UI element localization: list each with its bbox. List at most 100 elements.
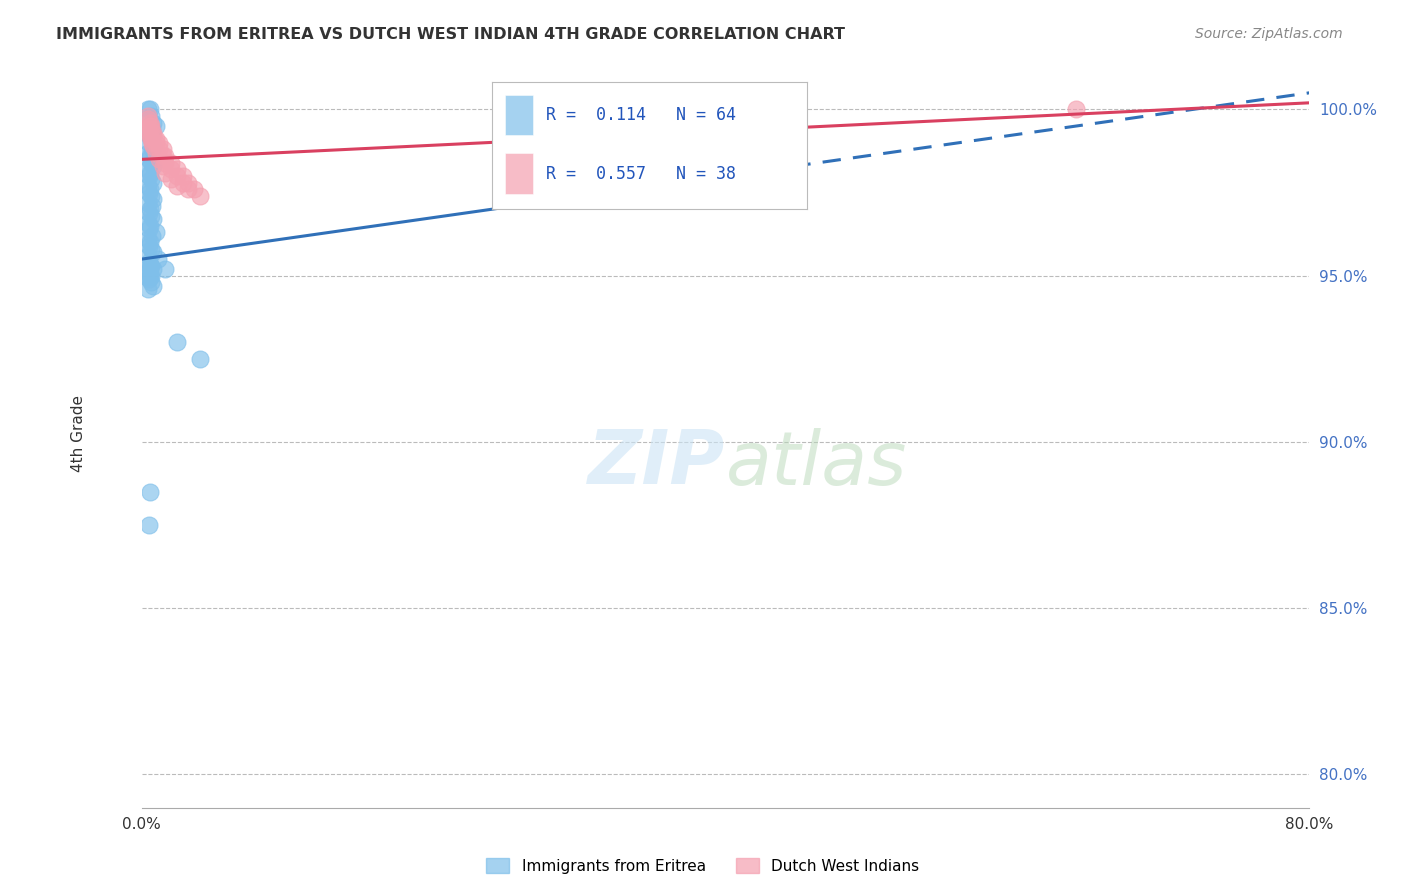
Point [136, 126, 159, 140]
Point [172, 169, 194, 183]
Point [138, 272, 160, 286]
Point [148, 136, 170, 150]
Point [136, 178, 159, 193]
Point [142, 262, 165, 277]
Point [136, 122, 159, 136]
Point [139, 235, 162, 250]
Point [160, 155, 183, 169]
Point [146, 252, 169, 266]
Point [141, 142, 163, 156]
Point [152, 149, 174, 163]
Point [136, 145, 159, 160]
Point [139, 119, 162, 133]
Point [139, 209, 162, 223]
Point [142, 278, 165, 293]
Point [136, 215, 159, 229]
Point [139, 189, 162, 203]
Point [139, 149, 162, 163]
Point [145, 136, 167, 150]
Point [139, 129, 162, 144]
Point [153, 155, 176, 169]
Point [138, 518, 160, 533]
Point [136, 109, 159, 123]
Point [139, 116, 162, 130]
Point [183, 182, 205, 196]
Legend: Immigrants from Eritrea, Dutch West Indians: Immigrants from Eritrea, Dutch West Indi… [481, 852, 925, 880]
Point [141, 122, 163, 136]
Point [139, 484, 162, 499]
Point [139, 172, 162, 186]
Point [172, 176, 194, 190]
Point [139, 119, 162, 133]
Point [136, 195, 159, 210]
Point [141, 136, 163, 150]
Point [138, 186, 160, 200]
Point [138, 222, 160, 236]
Point [141, 199, 163, 213]
Point [177, 182, 200, 196]
Point [160, 162, 183, 177]
Point [136, 232, 159, 246]
Point [177, 176, 200, 190]
Point [153, 166, 176, 180]
Point [142, 126, 165, 140]
Point [166, 178, 188, 193]
Point [136, 265, 159, 279]
Point [145, 226, 167, 240]
Point [166, 162, 188, 177]
Point [145, 119, 167, 133]
Point [139, 132, 162, 146]
Point [160, 172, 183, 186]
Point [138, 112, 160, 127]
Point [139, 219, 162, 233]
Point [139, 132, 162, 146]
Point [188, 189, 211, 203]
Point [139, 268, 162, 283]
Text: ZIP: ZIP [588, 427, 725, 500]
Point [153, 262, 176, 277]
Point [136, 268, 159, 283]
Point [138, 239, 160, 253]
Y-axis label: 4th Grade: 4th Grade [72, 395, 86, 472]
Point [136, 282, 159, 296]
Point [142, 212, 165, 227]
Point [138, 136, 160, 150]
Point [142, 139, 165, 153]
Point [139, 166, 162, 180]
Point [139, 276, 162, 290]
Point [148, 153, 170, 167]
Point [142, 245, 165, 260]
Point [145, 145, 167, 160]
Point [139, 182, 162, 196]
Point [139, 122, 162, 136]
Point [138, 169, 160, 183]
Point [139, 259, 162, 273]
Point [142, 116, 165, 130]
Point [142, 139, 165, 153]
Point [141, 228, 163, 243]
Point [139, 268, 162, 283]
Point [142, 176, 165, 190]
Point [138, 126, 160, 140]
Text: Source: ZipAtlas.com: Source: ZipAtlas.com [1195, 27, 1343, 41]
Point [138, 205, 160, 219]
Point [142, 129, 165, 144]
Point [139, 109, 162, 123]
Point [1064, 103, 1087, 117]
Point [139, 242, 162, 256]
Point [153, 149, 176, 163]
Point [139, 259, 162, 273]
Text: atlas: atlas [725, 427, 907, 500]
Point [136, 112, 159, 127]
Point [138, 153, 160, 167]
Point [148, 142, 170, 156]
Point [136, 249, 159, 263]
Point [166, 335, 188, 350]
Point [139, 103, 162, 117]
Point [139, 129, 162, 144]
Point [138, 265, 160, 279]
Point [139, 202, 162, 217]
Point [188, 351, 211, 366]
Point [166, 169, 188, 183]
Point [139, 155, 162, 169]
